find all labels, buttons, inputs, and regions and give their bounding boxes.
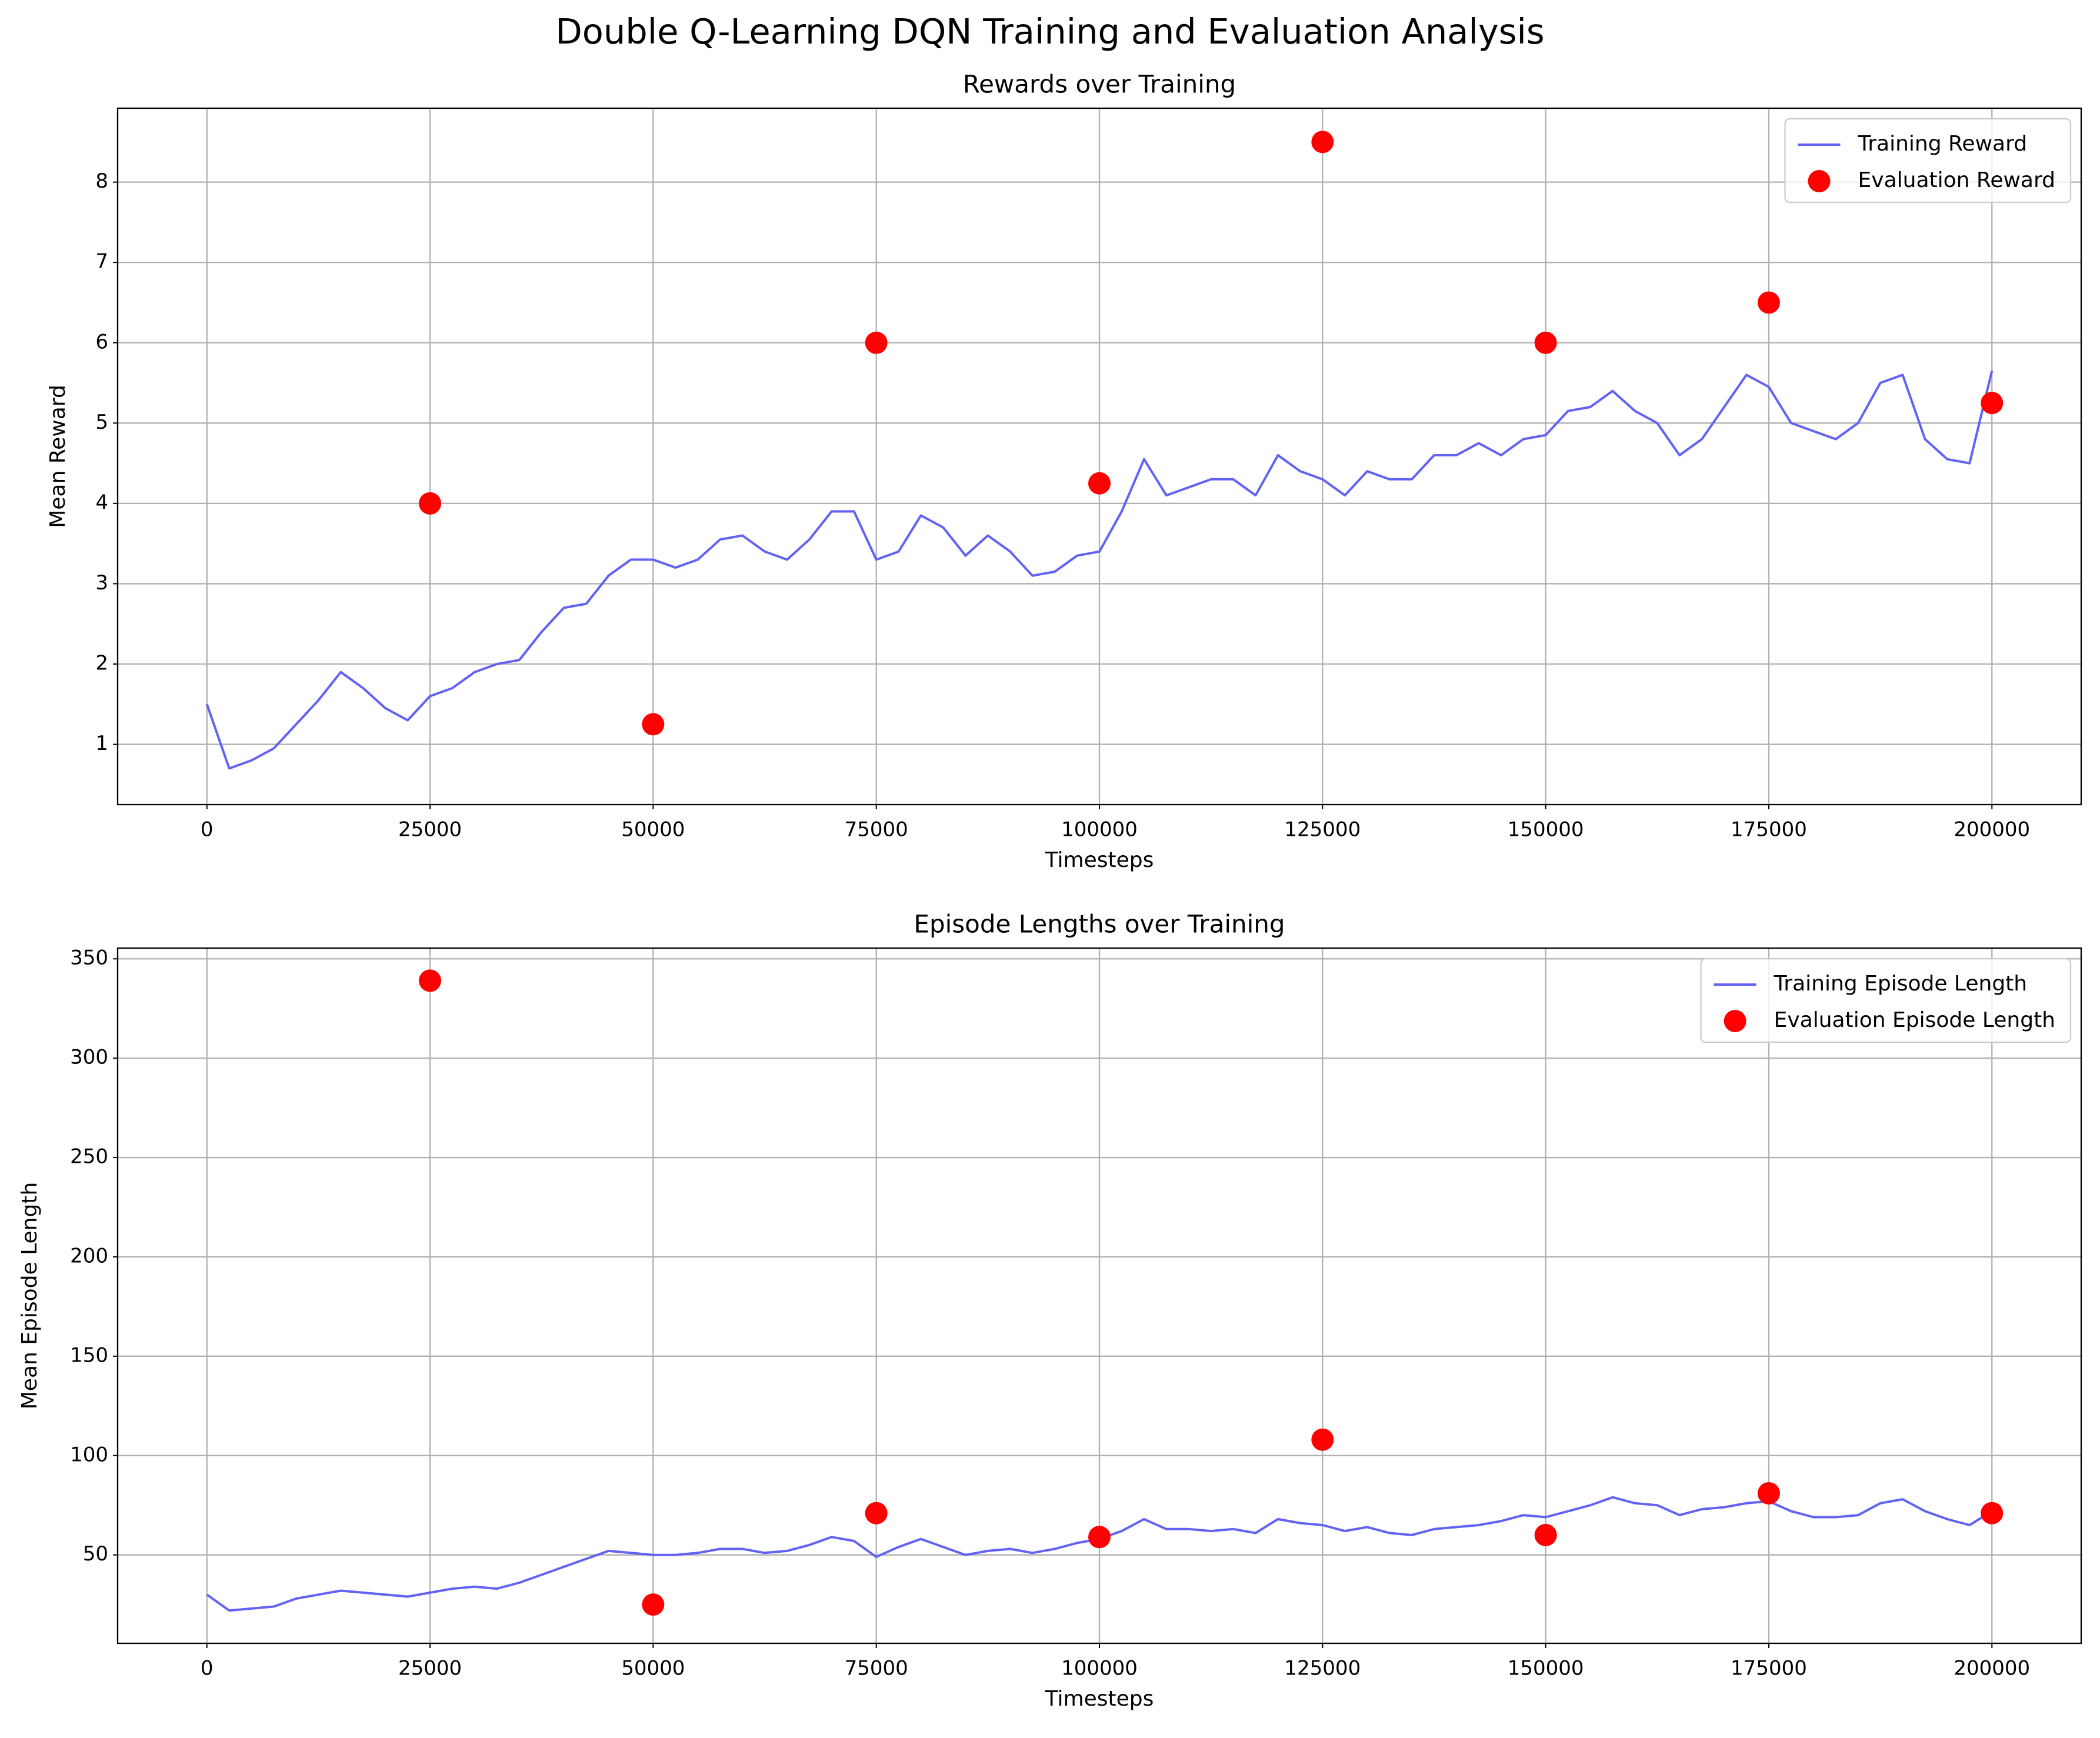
evaluation-point — [1311, 131, 1334, 154]
y-tick-label: 2 — [95, 652, 108, 675]
x-axis-label: Timesteps — [1045, 1687, 1154, 1711]
y-tick-label: 200 — [70, 1244, 108, 1267]
y-tick-label: 4 — [95, 491, 108, 514]
evaluation-point — [1534, 1523, 1557, 1546]
x-tick-label: 200000 — [1954, 818, 2030, 842]
evaluation-point — [1757, 1482, 1780, 1505]
y-axis-label: Mean Episode Length — [18, 1182, 42, 1410]
x-tick-label: 125000 — [1284, 1657, 1361, 1680]
legend-frame — [1700, 958, 2072, 1043]
y-tick-label: 7 — [95, 250, 108, 273]
axes: Rewards over Training 0 25000 50000 75000 100… — [46, 70, 2082, 872]
x-tick-label: 0 — [201, 1657, 214, 1680]
x-tick-label: 25000 — [398, 818, 462, 842]
evaluation-point — [1981, 1502, 2004, 1524]
x-tick-label: 0 — [201, 818, 214, 842]
x-axis-label: Timesteps — [1045, 848, 1154, 872]
training-line — [205, 371, 1994, 770]
evaluation-point — [865, 331, 888, 354]
evaluation-point — [1757, 291, 1780, 314]
y-tick-label: 150 — [70, 1343, 108, 1367]
y-tick-label: 8 — [95, 169, 108, 193]
evaluation-point — [1534, 331, 1557, 354]
y-tick-label: 50 — [83, 1542, 108, 1566]
y-axis-label: Mean Reward — [46, 385, 70, 528]
evaluation-point — [1311, 1428, 1334, 1451]
evaluation-point — [419, 969, 442, 992]
legend-label: Training Episode Length — [1774, 972, 2028, 996]
evaluation-point — [1088, 472, 1111, 495]
y-tick-label: 350 — [70, 946, 108, 970]
evaluation-point — [1088, 1526, 1111, 1549]
figure-title: Double Q-Learning DQN Training and Evalu… — [555, 11, 1544, 52]
legend: Training Reward Evaluation Reward — [1784, 118, 2072, 204]
legend-frame — [1784, 118, 2072, 204]
x-tick-label: 100000 — [1061, 1657, 1138, 1680]
legend-label: Evaluation Reward — [1858, 168, 2055, 192]
y-tick-label: 5 — [95, 411, 108, 434]
legend-label: Evaluation Episode Length — [1774, 1008, 2055, 1032]
y-tick-label: 1 — [95, 732, 108, 755]
axes-title: Rewards over Training — [963, 70, 1236, 99]
y-tick-label: 6 — [95, 330, 108, 353]
legend: Training Episode Length Evaluation Episod… — [1700, 958, 2072, 1043]
y-tick-label: 100 — [70, 1443, 108, 1466]
y-tick-label: 300 — [70, 1046, 108, 1069]
x-tick-label: 75000 — [845, 818, 908, 842]
x-tick-label: 100000 — [1061, 818, 1138, 842]
x-tick-label: 125000 — [1284, 818, 1361, 842]
evaluation-point — [642, 1593, 665, 1616]
y-tick-label: 250 — [70, 1145, 108, 1169]
x-tick-label: 50000 — [621, 1657, 685, 1680]
y-tick-label: 3 — [95, 571, 108, 595]
evaluation-point — [1981, 392, 2004, 415]
evaluation-point — [642, 713, 665, 736]
evaluation-point — [419, 492, 442, 515]
axes-frame — [116, 107, 2082, 806]
axes-title: Episode Lengths over Training — [914, 910, 1285, 939]
axes-frame — [116, 947, 2082, 1644]
evaluation-point — [865, 1502, 888, 1524]
x-tick-label: 175000 — [1731, 1657, 1807, 1680]
axes: Episode Lengths over Training 0 25000 50000… — [18, 910, 2082, 1711]
legend-label: Training Reward — [1858, 132, 2028, 156]
x-tick-label: 75000 — [845, 1657, 908, 1680]
legend-marker — [1724, 1010, 1746, 1032]
legend-marker — [1808, 170, 1831, 192]
x-tick-label: 50000 — [621, 818, 685, 842]
x-tick-label: 150000 — [1508, 1657, 1584, 1680]
x-tick-label: 175000 — [1731, 818, 1807, 842]
x-tick-label: 200000 — [1954, 1657, 2030, 1680]
x-tick-label: 150000 — [1508, 818, 1584, 842]
x-tick-label: 25000 — [398, 1657, 462, 1680]
